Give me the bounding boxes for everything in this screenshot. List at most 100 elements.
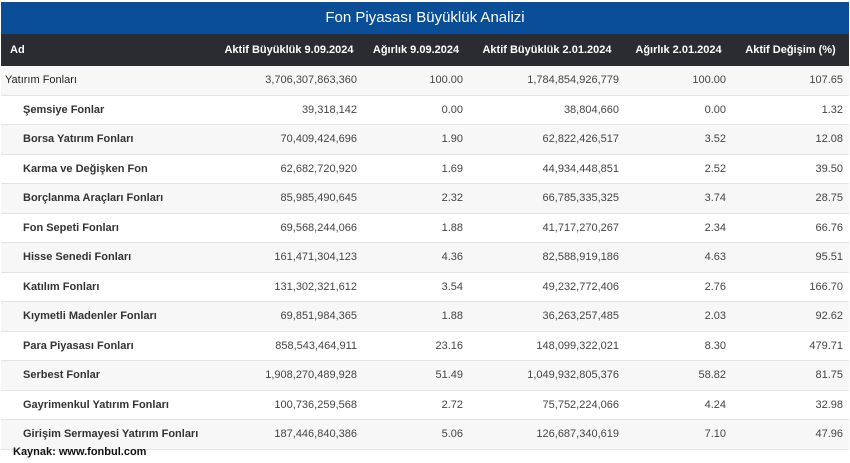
table-row: Borsa Yatırım Fonları 70,409,424,696 1.90 6…: [1, 124, 849, 155]
fund-name: Borçlanma Araçları Fonları: [1, 183, 215, 214]
cell-value: 2.72: [363, 390, 469, 420]
column-header[interactable]: Aktif Büyüklük 2.01.2024: [469, 34, 625, 66]
fund-table: Ad Aktif Büyüklük 9.09.2024 Ağırlık 9.09.2…: [1, 34, 849, 450]
cell-value: 62,822,426,517: [469, 124, 625, 155]
cell-value: 69,851,984,365: [215, 301, 363, 332]
table-title: Fon Piyasası Büyüklük Analizi: [1, 2, 849, 34]
column-header[interactable]: Aktif Değişim (%): [732, 34, 849, 66]
cell-value: 858,543,464,911: [215, 331, 363, 361]
fund-name: Katılım Fonları: [1, 272, 215, 302]
cell-value: 12.08: [732, 124, 849, 155]
cell-value: 39,318,142: [215, 95, 363, 125]
table-row: Girişim Sermayesi Yatırım Fonları 187,446…: [1, 419, 849, 450]
cell-value: 51.49: [363, 360, 469, 391]
cell-value: 3,706,307,863,360: [215, 66, 363, 96]
cell-value: 85,985,490,645: [215, 183, 363, 214]
cell-value: 1,784,854,926,779: [469, 66, 625, 96]
table-row: Para Piyasası Fonları 858,543,464,911 23.1…: [1, 331, 849, 361]
cell-value: 41,717,270,267: [469, 213, 625, 243]
cell-value: 81.75: [732, 360, 849, 391]
column-header[interactable]: Aktif Büyüklük 9.09.2024: [215, 34, 363, 66]
cell-value: 47.96: [732, 419, 849, 450]
cell-value: 92.62: [732, 301, 849, 332]
cell-value: 1.88: [363, 301, 469, 332]
cell-value: 479.71: [732, 331, 849, 361]
cell-value: 100.00: [363, 66, 469, 96]
source-note: Kaynak: www.fonbul.com: [13, 446, 147, 458]
cell-value: 187,446,840,386: [215, 419, 363, 450]
fund-name: Yatırım Fonları: [1, 66, 215, 96]
cell-value: 66.76: [732, 213, 849, 243]
fund-name: Şemsiye Fonlar: [1, 95, 215, 125]
cell-value: 95.51: [732, 242, 849, 273]
cell-value: 0.00: [625, 95, 732, 125]
cell-value: 8.30: [625, 331, 732, 361]
cell-value: 126,687,340,619: [469, 419, 625, 450]
table-row: Kıymetli Madenler Fonları 69,851,984,365 1…: [1, 301, 849, 332]
cell-value: 58.82: [625, 360, 732, 391]
cell-value: 82,588,919,186: [469, 242, 625, 273]
cell-value: 4.63: [625, 242, 732, 273]
header-row: Ad Aktif Büyüklük 9.09.2024 Ağırlık 9.09.2…: [1, 34, 849, 66]
fund-name: Gayrimenkul Yatırım Fonları: [1, 390, 215, 420]
cell-value: 69,568,244,066: [215, 213, 363, 243]
table-row: Katılım Fonları 131,302,321,612 3.54 49,232…: [1, 272, 849, 302]
cell-value: 70,409,424,696: [215, 124, 363, 155]
cell-value: 38,804,660: [469, 95, 625, 125]
fund-name: Kıymetli Madenler Fonları: [1, 301, 215, 332]
cell-value: 49,232,772,406: [469, 272, 625, 302]
table-row: Serbest Fonlar 1,908,270,489,928 51.49 1,04…: [1, 360, 849, 391]
cell-value: 166.70: [732, 272, 849, 302]
column-header[interactable]: Ad: [1, 34, 215, 66]
cell-value: 5.06: [363, 419, 469, 450]
cell-value: 44,934,448,851: [469, 154, 625, 184]
table-row: Fon Sepeti Fonları 69,568,244,066 1.88 41,7…: [1, 213, 849, 243]
fund-name: Fon Sepeti Fonları: [1, 213, 215, 243]
cell-value: 2.03: [625, 301, 732, 332]
table-row: Şemsiye Fonlar 39,318,142 0.00 38,804,660 0.…: [1, 95, 849, 125]
cell-value: 4.36: [363, 242, 469, 273]
cell-value: 100,736,259,568: [215, 390, 363, 420]
cell-value: 1.69: [363, 154, 469, 184]
fund-name: Karma ve Değişken Fon: [1, 154, 215, 184]
cell-value: 0.00: [363, 95, 469, 125]
cell-value: 3.54: [363, 272, 469, 302]
cell-value: 1,049,932,805,376: [469, 360, 625, 391]
table-row: Hisse Senedi Fonları 161,471,304,123 4.36 8…: [1, 242, 849, 273]
cell-value: 2.52: [625, 154, 732, 184]
cell-value: 107.65: [732, 66, 849, 96]
cell-value: 7.10: [625, 419, 732, 450]
cell-value: 148,099,322,021: [469, 331, 625, 361]
cell-value: 75,752,224,066: [469, 390, 625, 420]
fund-name: Borsa Yatırım Fonları: [1, 124, 215, 155]
cell-value: 1.90: [363, 124, 469, 155]
cell-value: 161,471,304,123: [215, 242, 363, 273]
fund-name: Para Piyasası Fonları: [1, 331, 215, 361]
table-row: Karma ve Değişken Fon 62,682,720,920 1.69 4…: [1, 154, 849, 184]
cell-value: 39.50: [732, 154, 849, 184]
table-row: Borçlanma Araçları Fonları 85,985,490,645…: [1, 183, 849, 214]
fund-name: Serbest Fonlar: [1, 360, 215, 391]
cell-value: 131,302,321,612: [215, 272, 363, 302]
cell-value: 3.74: [625, 183, 732, 214]
cell-value: 23.16: [363, 331, 469, 361]
fund-name: Hisse Senedi Fonları: [1, 242, 215, 273]
cell-value: 32.98: [732, 390, 849, 420]
cell-value: 4.24: [625, 390, 732, 420]
cell-value: 1,908,270,489,928: [215, 360, 363, 391]
table-row: Yatırım Fonları 3,706,307,863,360 100.00 1,…: [1, 66, 849, 96]
fund-name: Girişim Sermayesi Yatırım Fonları: [1, 419, 215, 450]
cell-value: 100.00: [625, 66, 732, 96]
column-header[interactable]: Ağırlık 9.09.2024: [363, 34, 469, 66]
cell-value: 36,263,257,485: [469, 301, 625, 332]
cell-value: 3.52: [625, 124, 732, 155]
cell-value: 2.76: [625, 272, 732, 302]
cell-value: 2.34: [625, 213, 732, 243]
table-row: Gayrimenkul Yatırım Fonları 100,736,259,5…: [1, 390, 849, 420]
cell-value: 66,785,335,325: [469, 183, 625, 214]
cell-value: 28.75: [732, 183, 849, 214]
column-header[interactable]: Ağırlık 2.01.2024: [625, 34, 732, 66]
cell-value: 62,682,720,920: [215, 154, 363, 184]
cell-value: 1.88: [363, 213, 469, 243]
cell-value: 1.32: [732, 95, 849, 125]
